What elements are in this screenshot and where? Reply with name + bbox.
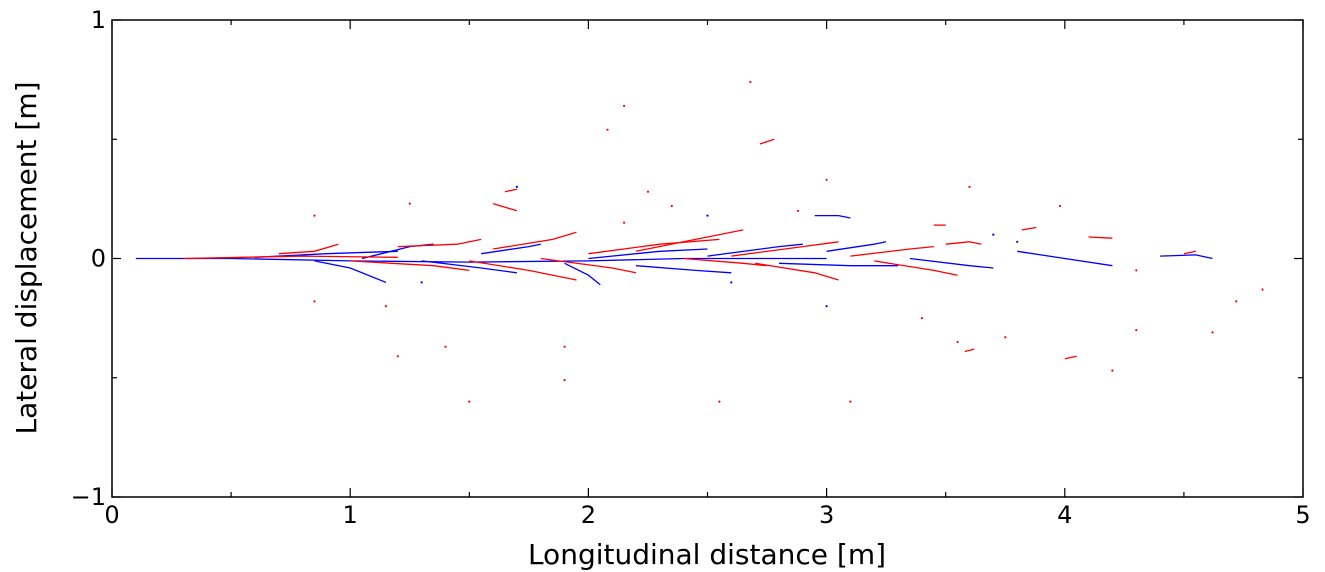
scatter-point-1-6 [1016,240,1019,243]
series-0-trajectory-7 [588,248,708,260]
scatter-point-0-1 [749,80,752,84]
series-1-trajectory-10 [731,241,839,257]
series-0-trajectory-15 [814,214,851,219]
scatter-point-0-29 [1235,300,1238,303]
series-0-trajectory-4 [421,260,517,274]
series-1-trajectory-6 [540,257,637,274]
scatter-point-0-17 [1135,329,1138,332]
series-1-trajectory-23 [1021,226,1037,231]
scatter-point-0-19 [956,340,959,344]
y-tick-label-2: 1 [91,6,106,34]
series-1-trajectory-3 [397,238,482,248]
scatter-point-0-28 [1135,269,1138,272]
series-1-trajectory-4 [469,260,577,281]
scatter-point-0-21 [384,305,387,308]
scatter-point-0-14 [1111,369,1114,372]
x-tick-label-3: 3 [819,501,834,529]
series-0-trajectory-11 [826,241,887,252]
series-0-trajectory-14 [1160,254,1213,260]
scatter-point-1-2 [825,305,828,308]
series-0-trajectory-2 [314,260,387,284]
scatter-point-0-26 [968,185,971,188]
scatter-point-1-1 [992,233,995,236]
scatter-point-1-5 [730,281,733,284]
scatter-point-0-18 [920,317,924,320]
plot-area [135,80,1264,403]
series-1-trajectory-9 [683,257,768,267]
series-1-trajectory-8 [635,229,744,252]
scatter-point-0-24 [670,204,673,208]
series-1-trajectory-0 [183,255,398,260]
series-1-trajectory-2 [350,260,470,272]
series-0-trajectory-13 [1017,250,1113,267]
scatter-point-0-25 [796,209,800,212]
series-1-trajectory-12 [850,245,934,257]
series-1-trajectory-18 [504,188,518,193]
scatter-point-0-3 [825,178,828,181]
x-tick-label-5: 5 [1295,501,1310,529]
scatter-point-0-5 [408,202,411,205]
series-1-trajectory-14 [945,241,982,245]
series-0-trajectory-8 [635,265,732,274]
series-1-trajectory-19 [1064,355,1077,360]
series-1-trajectory-1 [278,243,339,255]
scatter-point-0-9 [468,400,471,403]
series-0-trajectory-12 [909,257,994,269]
series-1-trajectory-7 [588,238,720,255]
scatter-point-0-27 [1058,204,1062,208]
series-1-trajectory-5 [492,231,577,250]
series-0-trajectory-5 [481,243,541,255]
series-0-trajectory-6 [564,262,601,286]
series-1-trajectory-16 [759,138,775,145]
scatter-point-0-22 [313,300,316,303]
scatter-point-0-11 [563,345,566,348]
scatter-point-0-7 [396,355,399,358]
scatter-point-0-16 [1261,288,1264,291]
scatter-point-0-4 [646,190,650,193]
scatter-point-1-0 [515,185,519,188]
series-0-trajectory-9 [707,243,803,257]
scatter-point-0-12 [718,400,721,403]
series-1-trajectory-13 [874,260,958,276]
scatter-point-0-6 [313,214,316,217]
scatter-point-0-0 [623,104,626,107]
tick-labels: 0 1 2 3 4 5−101 [71,6,1311,529]
x-tick-label-2: 2 [581,501,596,529]
scatter-point-1-3 [706,214,709,217]
scatter-point-0-10 [563,379,566,382]
scatter-point-0-2 [606,128,609,131]
series-0-trajectory-10 [778,262,899,267]
ticks [111,19,1304,498]
scatter-point-0-20 [1004,336,1007,339]
scatter-point-0-23 [623,221,626,224]
y-axis-label: Lateral displacement [m] [10,81,43,434]
scatter-point-0-13 [849,400,852,403]
series-1-trajectory-11 [754,262,839,281]
series-1-trajectory-17 [492,202,518,212]
scatter-point-0-8 [444,345,447,348]
x-tick-label-0: 0 [104,501,119,529]
series-1-trajectory-22 [1183,250,1196,255]
y-tick-label-1: 0 [91,245,106,273]
x-tick-label-1: 1 [343,501,358,529]
y-tick-label-0: −1 [71,483,106,511]
x-axis-label: Longitudinal distance [m] [528,538,886,571]
scatter-point-1-4 [420,281,423,284]
series-1-trajectory-21 [1088,236,1113,239]
x-tick-label-4: 4 [1057,501,1072,529]
series-1-trajectory-20 [964,348,975,353]
scatter-point-0-15 [1211,331,1214,334]
